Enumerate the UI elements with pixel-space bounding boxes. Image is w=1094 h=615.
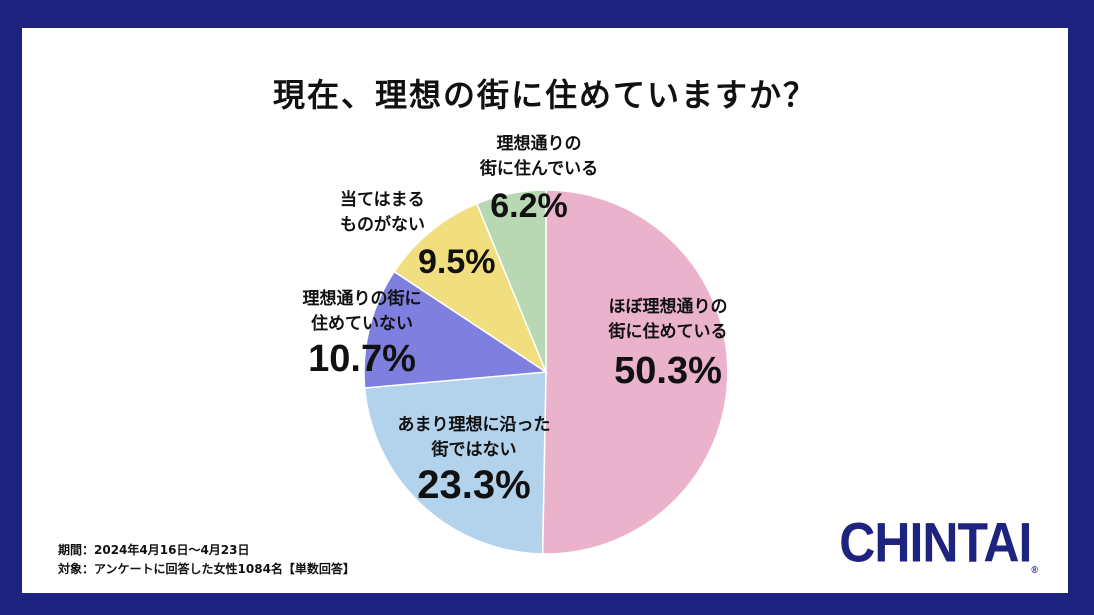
slice-value: 50.3% bbox=[614, 350, 722, 392]
slice-not-ideal bbox=[363, 371, 547, 555]
survey-footnote: 期間：2024年4月16日～4月23日 対象：アンケートに回答した女性1084名… bbox=[58, 541, 355, 579]
chart-card: 現在、理想の街に住めていますか？ ほぼ理想通りの 街に住めている 50.3% あ… bbox=[22, 28, 1068, 593]
slice-name-line2: 住めていない bbox=[311, 314, 413, 334]
slice-none bbox=[393, 202, 548, 374]
slice-label-not-ideal: あまり理想に沿った 街ではない 23.3% bbox=[364, 413, 584, 507]
slice-value: 6.2% bbox=[490, 187, 568, 225]
survey-target: 対象：アンケートに回答した女性1084名【単数回答】 bbox=[58, 562, 355, 576]
slice-ideal bbox=[475, 189, 547, 373]
pie-chart bbox=[363, 189, 729, 555]
slice-label-cannot-live: 理想通りの街に 住めていない 10.7% bbox=[272, 287, 452, 381]
slice-value: 23.3% bbox=[417, 463, 531, 507]
slice-name-line1: 理想通りの街に bbox=[302, 289, 422, 309]
survey-period: 期間：2024年4月16日～4月23日 bbox=[58, 543, 250, 557]
slice-name-line2: 街に住めている bbox=[608, 322, 728, 342]
slice-mostly-ideal bbox=[541, 189, 729, 555]
slice-value: 10.7% bbox=[308, 338, 416, 380]
chintai-logo: CHINTAI® bbox=[839, 510, 1038, 575]
slice-name-line2: 街ではない bbox=[431, 440, 517, 460]
slice-name-line1: あまり理想に沿った bbox=[397, 415, 551, 435]
slice-name-line1: 理想通りの bbox=[496, 134, 582, 154]
slice-label-mostly-ideal: ほぼ理想通りの 街に住めている 50.3% bbox=[568, 295, 768, 393]
slice-cannot-live bbox=[363, 270, 549, 389]
logo-text: CHINTAI bbox=[839, 511, 1032, 574]
slice-name-line2: ものがない bbox=[340, 215, 425, 235]
registered-mark: ® bbox=[1031, 563, 1038, 575]
slice-label-ideal: 理想通りの 街に住んでいる 6.2% bbox=[454, 132, 624, 228]
slice-name-line2: 街に住んでいる bbox=[479, 159, 599, 179]
slice-value: 9.5% bbox=[418, 243, 496, 281]
slice-name-line1: 当てはまる bbox=[340, 190, 425, 210]
chart-title: 現在、理想の街に住めていますか？ bbox=[272, 76, 817, 114]
slice-label-none: 当てはまる ものがない 9.5% bbox=[340, 188, 496, 284]
slice-name-line1: ほぼ理想通りの bbox=[608, 297, 728, 317]
